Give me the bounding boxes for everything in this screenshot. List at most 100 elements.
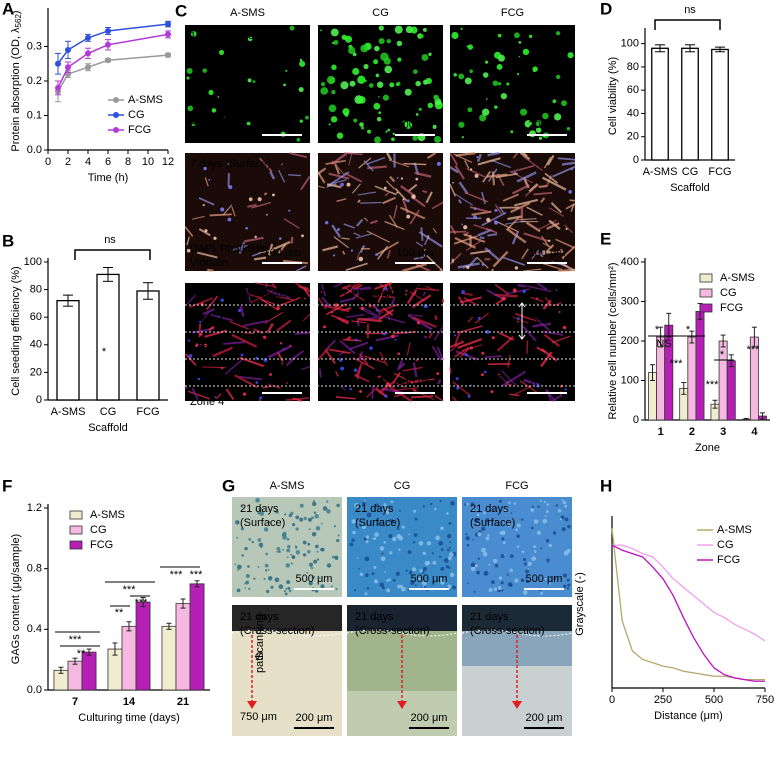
cell-dot [281,362,284,365]
fiber [398,362,406,369]
surface-line [231,629,343,637]
fiber [410,378,435,384]
scale-bar-label: 200 μm [296,712,333,724]
cell-dot [255,497,260,503]
cell-dot [282,549,284,551]
fiber [388,282,394,294]
cell-dot [522,289,526,294]
cell-dot [481,526,486,531]
cell-dot [279,237,282,240]
fiber [393,387,419,392]
fiber [498,332,515,341]
cell-dot [390,500,394,504]
fiber [198,228,211,237]
cell-dot [542,112,549,120]
fiber [204,177,209,187]
fiber [491,159,511,169]
x-tick-label: 2 [65,156,71,168]
x-tick-label: CG [100,406,117,418]
cell-dot [476,513,480,517]
fiber [534,317,550,332]
cell-dot [308,528,311,531]
fiber [423,335,428,339]
fiber [277,243,287,254]
cell-dot [438,540,444,546]
cell-dot [186,76,190,80]
fiber [267,345,292,359]
cell-dot [427,561,431,565]
cell-dot [366,512,372,518]
fiber [379,351,389,367]
fiber [202,307,215,316]
cell-dot [350,249,354,252]
fiber [544,172,559,184]
top-layer [232,605,342,631]
cell-dot [482,72,489,78]
cell-dot [544,578,547,581]
cell-dot [247,565,250,568]
cell-dot [305,115,309,120]
cell-dot [520,108,528,116]
cell-dot [337,534,340,537]
y-tick-label: 20 [30,366,42,378]
cell-dot [451,31,459,40]
zone-label: Zone 2 [190,342,224,354]
cell-dot [365,535,370,539]
scale-bar-label: 200 μm [411,712,448,724]
cell-dot [392,132,395,136]
fiber [422,291,427,296]
cell-dot [402,198,405,201]
cell-dot [481,547,486,553]
fiber [187,294,197,305]
cell-dot [413,69,418,74]
cell-dot [535,120,542,127]
fiber [378,309,395,321]
annotation: * [655,324,660,336]
cell-dot [510,130,514,134]
cell-dot [237,564,242,570]
row-label: (Surface) [355,517,400,529]
cell-dot [199,332,203,336]
fiber [377,287,386,303]
cell-dot [312,499,316,503]
cell-dot [390,519,394,523]
fiber [231,333,258,348]
x-axis-label: Zone [695,442,720,454]
scale-bar-label: 200 μm [264,119,301,131]
cell-dot [375,503,379,508]
x-axis-label: Scaffold [670,182,710,194]
cell-dot [227,163,230,165]
fiber [340,386,346,391]
fiber [414,171,432,178]
y-axis-label: Cell viability (%) [607,57,619,135]
cell-dot [458,121,465,128]
cell-dot [423,566,427,571]
cell-dot [415,80,421,87]
cell-dot [270,585,274,589]
x-axis-label: Culturing time (days) [78,712,179,724]
cell-dot [394,338,397,341]
cell-dot [523,562,527,566]
cell-dot [501,296,506,301]
depth-label: 200 μm [530,315,567,327]
cell-dot [447,584,452,589]
cell-dot [276,546,281,551]
cell-dot [564,517,569,522]
cell-dot [424,249,427,252]
bar [161,625,177,691]
cell-dot [389,519,392,522]
fiber [346,335,352,341]
cell-dot [320,584,325,589]
cell-dot [487,534,490,537]
cell-dot [289,25,295,31]
top-layer [462,605,572,631]
cell-dot [477,523,481,526]
fiber [410,395,433,399]
cell-dot [285,588,288,590]
cell-dot [374,532,379,537]
fiber [386,152,393,161]
stain-label: Phalloidin [220,243,268,255]
fiber [392,371,401,383]
bar [189,583,205,691]
fiber [524,184,539,197]
